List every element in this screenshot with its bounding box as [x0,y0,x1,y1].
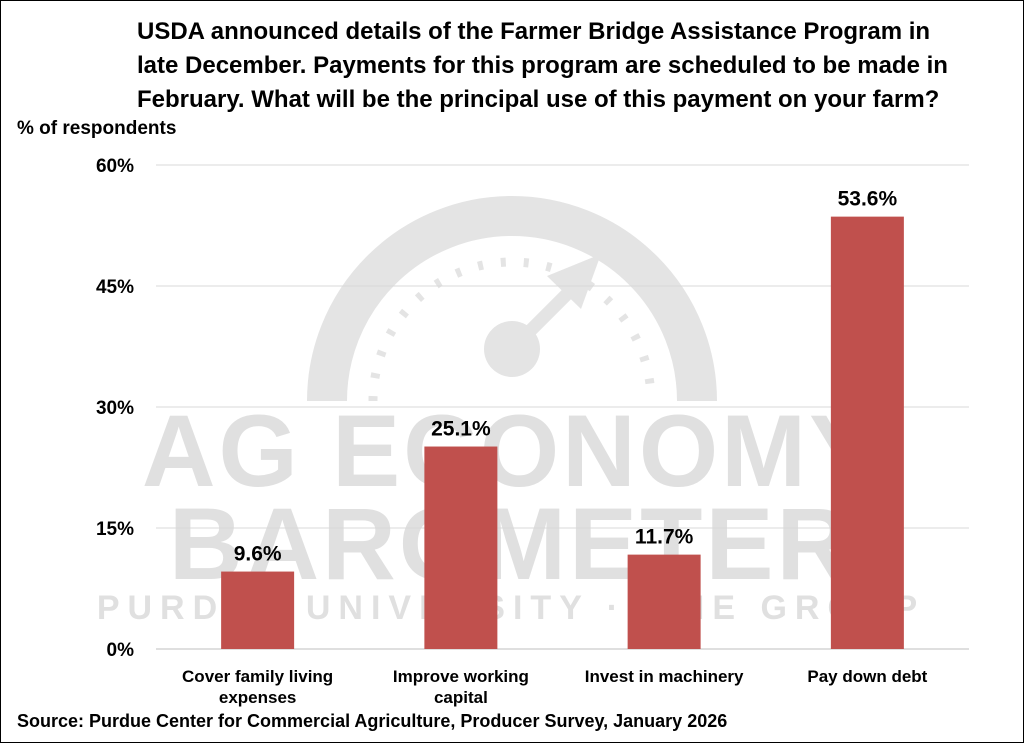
chart-title: USDA announced details of the Farmer Bri… [137,18,948,113]
gauge-icon [307,196,717,402]
bar [221,571,295,649]
bars [221,216,904,650]
bar [830,216,904,650]
bar [424,446,498,649]
y-axis-title: % of respondents [17,118,177,139]
y-tick-label: 30% [96,398,134,419]
category-label: Improve working capital [393,667,529,707]
y-axis-ticks: 0% 15% 30% 45% 60% [96,156,134,661]
x-axis-categories: Cover family living expenses Improve worki… [182,667,928,707]
bar [627,554,701,649]
source-note: Source: Purdue Center for Commercial Agr… [17,711,728,731]
data-label: 9.6% [234,543,282,566]
y-tick-label: 0% [107,640,135,661]
category-label: Pay down debt [807,667,927,686]
data-labels: 9.6% 25.1% 11.7% 53.6% [234,188,898,566]
y-tick-label: 15% [96,519,134,540]
watermark-line-1: AG ECONOMY [142,394,880,508]
category-label: Cover family living expenses [182,667,333,707]
y-tick-label: 45% [96,277,134,298]
watermark-line-3: PURDUE UNIVERSITY · CME GROUP [97,589,925,627]
ag-economy-barometer-watermark: AG ECONOMY BAROMETER PURDUE UNIVERSITY ·… [97,196,925,627]
data-label: 11.7% [635,526,694,549]
y-tick-label: 60% [96,156,134,177]
category-label: Invest in machinery [585,667,744,686]
data-label: 53.6% [838,188,898,211]
data-label: 25.1% [431,418,491,441]
